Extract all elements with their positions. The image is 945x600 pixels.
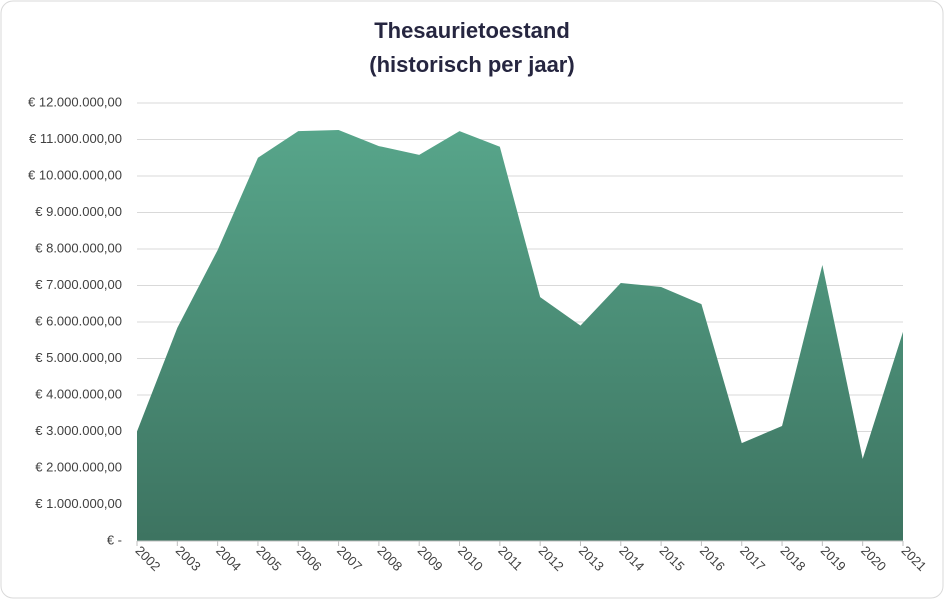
y-tick-label: € 12.000.000,00 (28, 94, 122, 109)
y-tick-label: € 8.000.000,00 (35, 240, 122, 255)
y-tick-label: € 9.000.000,00 (35, 204, 122, 219)
y-tick-label: € 1.000.000,00 (35, 496, 122, 511)
y-tick-label: € 7.000.000,00 (35, 277, 122, 292)
area-shade (137, 130, 903, 541)
y-tick-label: € 10.000.000,00 (28, 167, 122, 182)
chart-title: Thesaurietoestand (374, 18, 570, 43)
y-tick-label: € 11.000.000,00 (29, 131, 122, 146)
y-tick-label: € 5.000.000,00 (35, 350, 122, 365)
y-tick-label: € 3.000.000,00 (35, 423, 122, 438)
y-tick-label: € 2.000.000,00 (35, 459, 122, 474)
chart-subtitle: (historisch per jaar) (369, 52, 574, 77)
y-tick-label: € - (107, 532, 122, 547)
y-tick-label: € 4.000.000,00 (35, 386, 122, 401)
y-tick-label: € 6.000.000,00 (35, 313, 122, 328)
